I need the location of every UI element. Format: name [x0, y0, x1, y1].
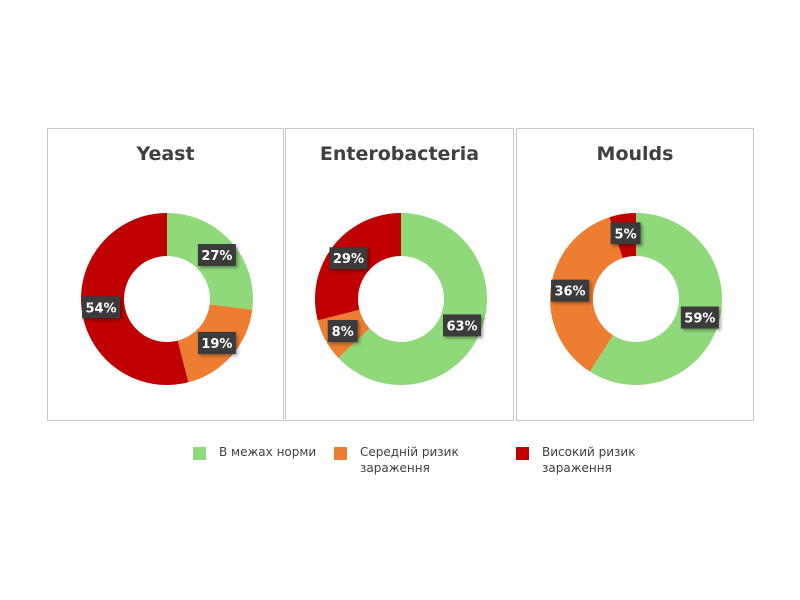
- donut-chart-enterobacteria: 63% 8% 29%: [315, 213, 487, 385]
- legend-label-normal: В межах норми: [219, 445, 317, 459]
- chart-panel-yeast: Yeast 27% 19% 54%: [47, 128, 284, 421]
- donut-chart-yeast: 27% 19% 54%: [80, 213, 253, 386]
- donut-slice-normal: [589, 213, 722, 385]
- donut-slice-normal: [338, 213, 487, 385]
- legend-item-medium: Середній ризик зараження: [334, 444, 472, 476]
- legend-swatch-medium: [334, 447, 347, 460]
- legend-label-high: Високий ризик зараження: [542, 445, 636, 475]
- data-label-high: 54%: [82, 296, 121, 319]
- chart-panel-enterobacteria: Enterobacteria 63% 8% 29%: [285, 128, 514, 421]
- legend-swatch-normal: [193, 447, 206, 460]
- data-label-text: 54%: [85, 301, 116, 316]
- chart-title-enterobacteria: Enterobacteria: [319, 143, 480, 165]
- data-label-high: 29%: [329, 247, 368, 270]
- legend-label-medium: Середній ризик зараження: [360, 445, 459, 475]
- chart-legend: В межах норми Середній ризик зараження В…: [0, 444, 800, 484]
- data-label-box: [551, 279, 590, 302]
- data-label-text: 27%: [201, 249, 232, 264]
- data-label-box: [610, 222, 641, 245]
- data-label-normal: 59%: [680, 306, 719, 329]
- chart-panel-moulds: Moulds 59% 36% 5%: [516, 128, 754, 421]
- data-label-box: [680, 306, 719, 329]
- data-label-text: 8%: [332, 325, 354, 340]
- data-label-box: [82, 296, 121, 319]
- data-label-medium: 36%: [551, 279, 590, 302]
- data-label-medium: 19%: [197, 331, 236, 354]
- legend-item-normal: В межах норми: [193, 444, 331, 460]
- data-label-box: [197, 244, 236, 267]
- data-label-text: 19%: [201, 337, 232, 352]
- data-label-text: 36%: [554, 285, 585, 300]
- data-label-box: [197, 331, 236, 354]
- data-label-box: [329, 247, 368, 270]
- data-label-normal: 27%: [197, 244, 236, 267]
- data-label-normal: 63%: [443, 314, 482, 337]
- data-label-box: [327, 320, 358, 343]
- donut-slice-high: [80, 213, 189, 386]
- legend-swatch-high: [516, 447, 529, 460]
- data-label-text: 29%: [333, 252, 364, 267]
- chart-title-yeast: Yeast: [136, 143, 195, 165]
- data-label-text: 5%: [615, 227, 637, 242]
- data-label-text: 63%: [446, 319, 477, 334]
- chart-title-moulds: Moulds: [596, 143, 674, 165]
- data-label-medium: 8%: [327, 320, 358, 343]
- donut-chart-moulds: 59% 36% 5%: [550, 213, 722, 385]
- data-label-box: [443, 314, 482, 337]
- data-label-text: 59%: [684, 312, 715, 327]
- data-label-high: 5%: [610, 222, 641, 245]
- legend-item-high: Високий ризик зараження: [516, 444, 654, 476]
